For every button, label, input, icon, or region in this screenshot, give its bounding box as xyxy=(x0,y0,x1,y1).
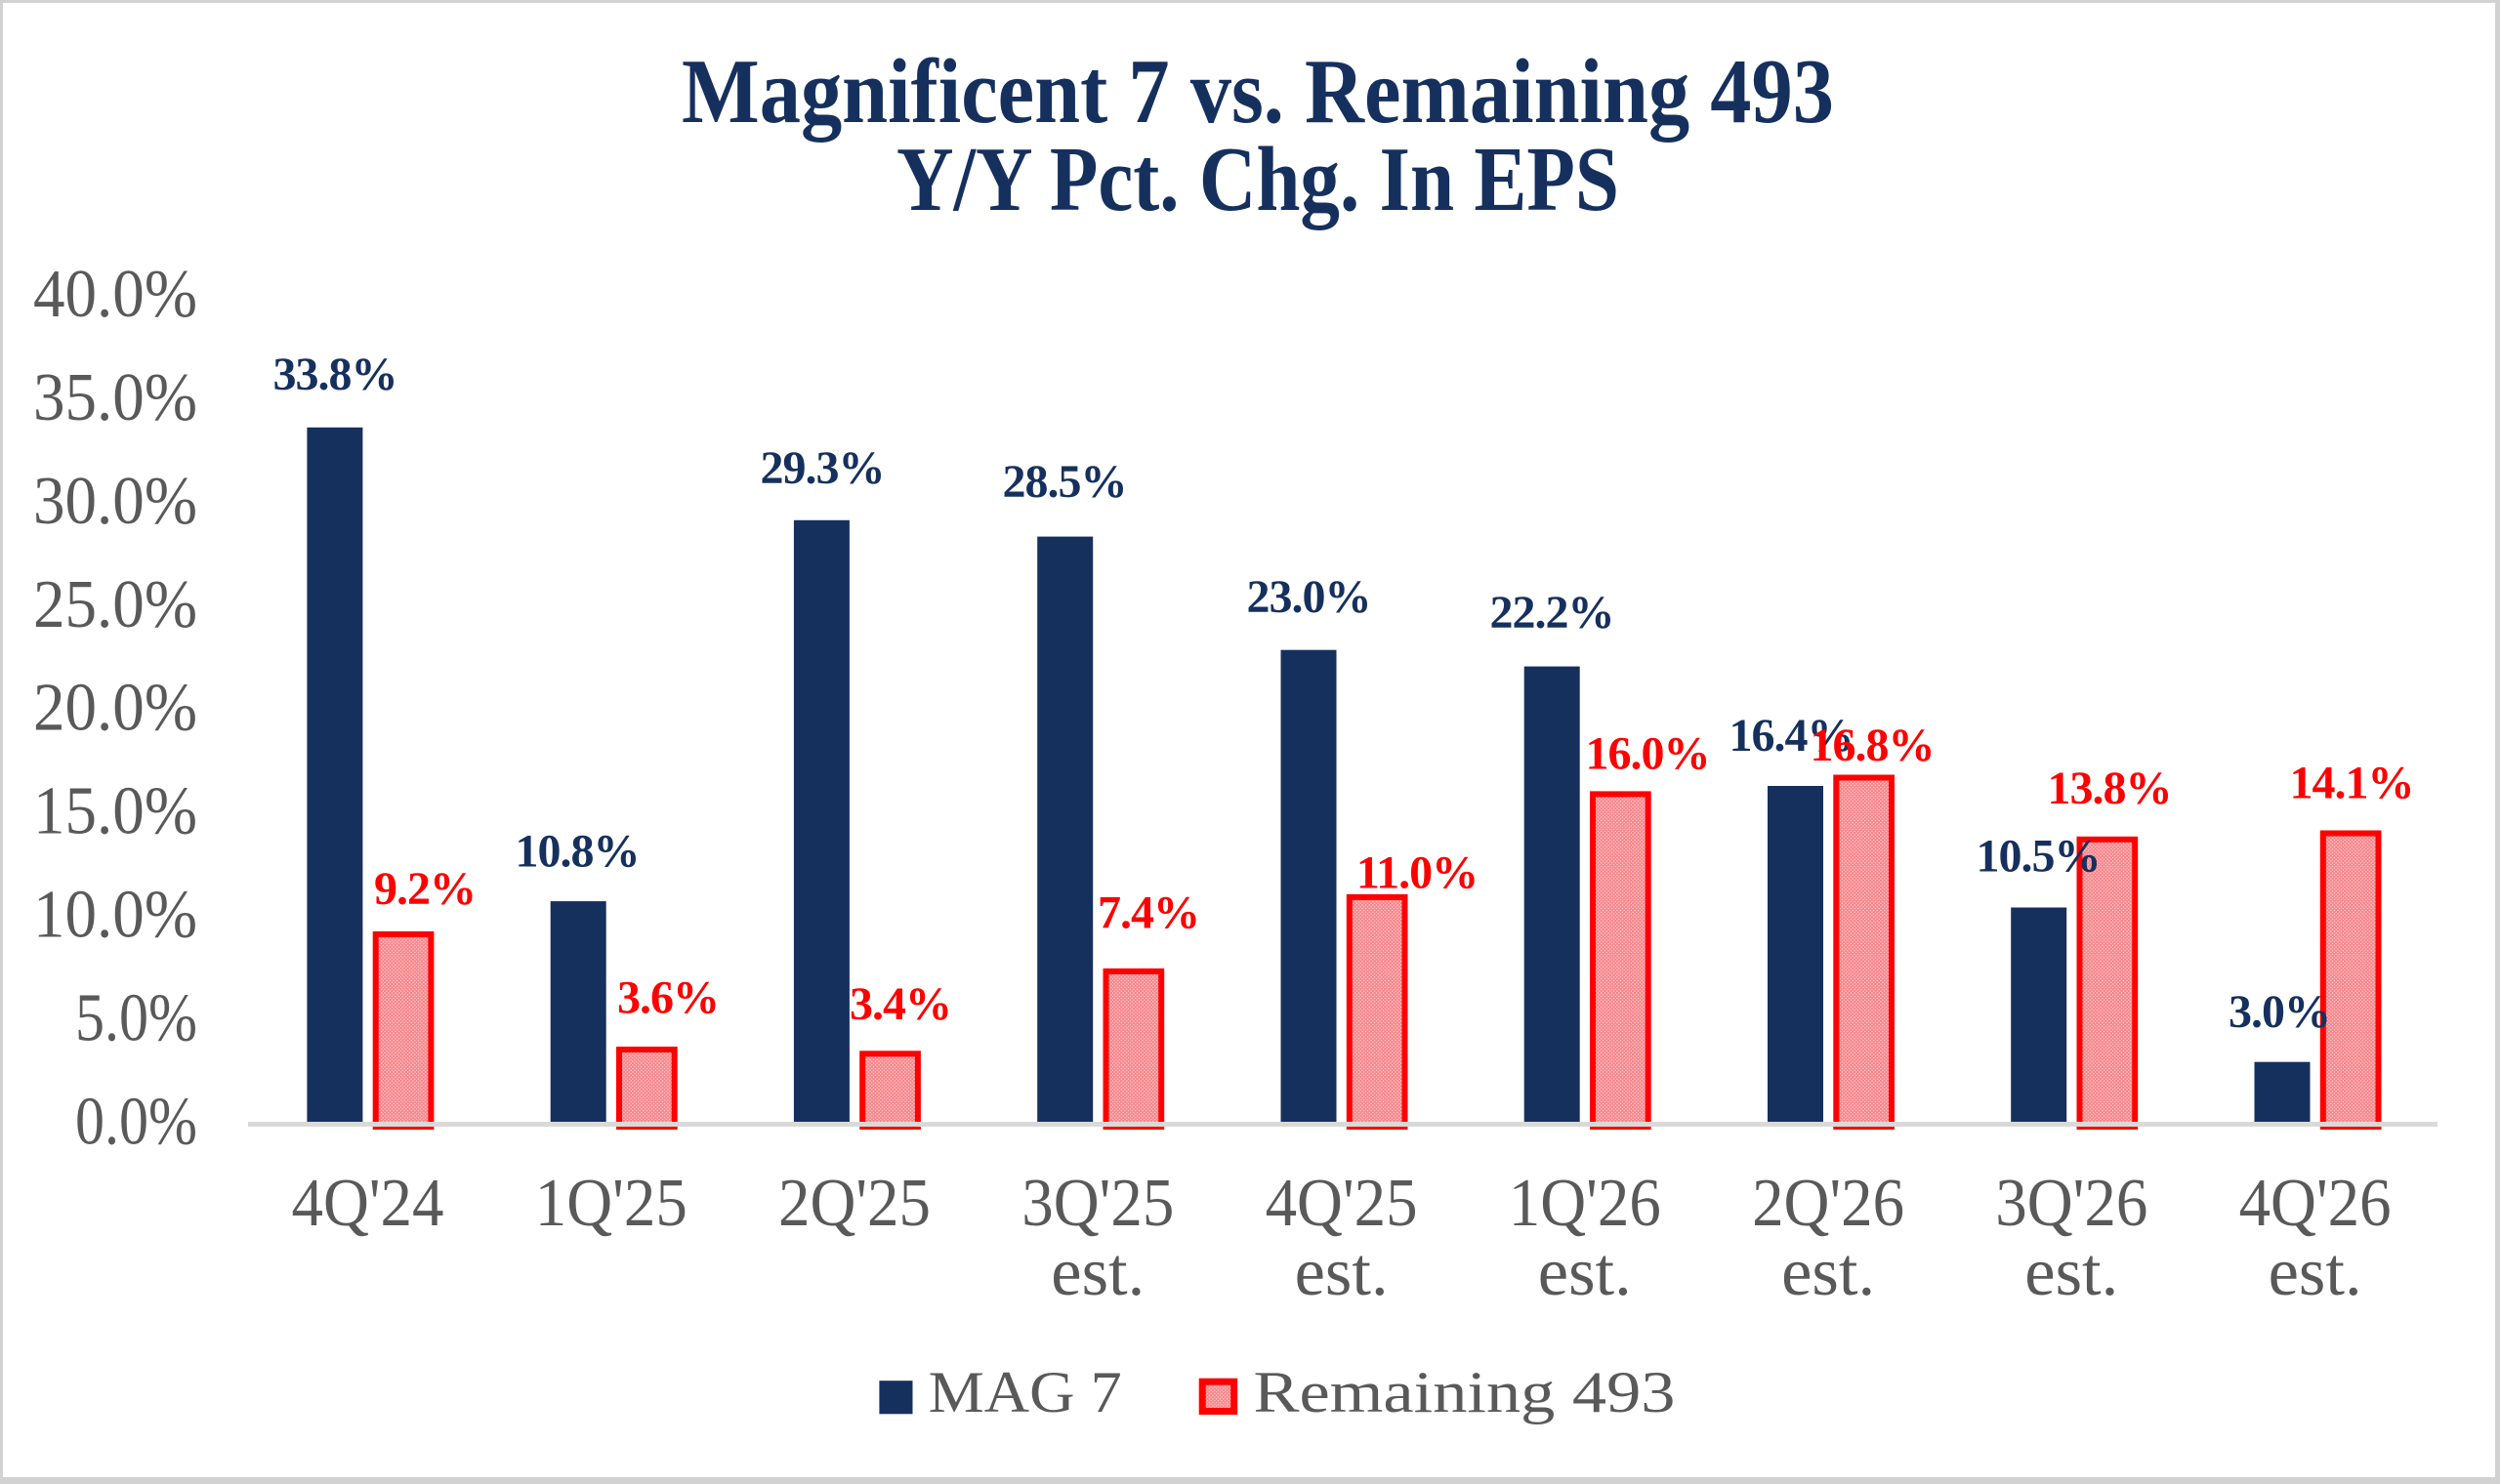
svg-text:22.2%: 22.2% xyxy=(1490,587,1614,639)
svg-text:1Q'26: 1Q'26 xyxy=(1509,1166,1661,1241)
svg-text:40.0%: 40.0% xyxy=(33,257,197,332)
svg-text:9.2%: 9.2% xyxy=(374,863,476,915)
svg-text:2Q'26: 2Q'26 xyxy=(1752,1166,1904,1241)
svg-text:20.0%: 20.0% xyxy=(33,671,197,746)
svg-text:33.8%: 33.8% xyxy=(273,349,397,400)
svg-text:3.0%: 3.0% xyxy=(2229,986,2330,1038)
svg-text:est.: est. xyxy=(1295,1235,1389,1310)
svg-text:4Q'24: 4Q'24 xyxy=(292,1166,444,1241)
svg-text:14.1%: 14.1% xyxy=(2290,758,2414,809)
svg-text:3Q'25: 3Q'25 xyxy=(1021,1166,1174,1241)
svg-text:4Q'26: 4Q'26 xyxy=(2239,1166,2392,1241)
svg-text:4Q'25: 4Q'25 xyxy=(1266,1166,1418,1241)
svg-text:11.0%: 11.0% xyxy=(1356,847,1478,899)
svg-text:30.0%: 30.0% xyxy=(33,464,197,539)
svg-text:est.: est. xyxy=(1051,1235,1145,1310)
svg-text:0.0%: 0.0% xyxy=(75,1085,197,1160)
svg-text:3Q'26: 3Q'26 xyxy=(1995,1166,2147,1241)
svg-text:Remaining 493: Remaining 493 xyxy=(1254,1360,1676,1424)
svg-text:28.5%: 28.5% xyxy=(1003,456,1127,508)
svg-text:Magnificent 7 vs. Remaining 49: Magnificent 7 vs. Remaining 493 xyxy=(682,41,1834,143)
svg-text:13.8%: 13.8% xyxy=(2048,763,2172,814)
svg-text:16.8%: 16.8% xyxy=(1811,720,1935,771)
svg-text:MAG 7: MAG 7 xyxy=(929,1360,1122,1424)
svg-text:est.: est. xyxy=(2024,1235,2118,1310)
svg-text:29.3%: 29.3% xyxy=(761,442,885,494)
svg-text:35.0%: 35.0% xyxy=(33,360,197,435)
svg-text:3.6%: 3.6% xyxy=(617,972,719,1024)
svg-text:5.0%: 5.0% xyxy=(75,981,197,1056)
svg-text:10.5%: 10.5% xyxy=(1977,831,2101,883)
svg-text:3.4%: 3.4% xyxy=(850,978,951,1030)
svg-text:est.: est. xyxy=(2269,1235,2362,1310)
svg-text:10.0%: 10.0% xyxy=(33,878,197,953)
svg-text:7.4%: 7.4% xyxy=(1098,887,1199,939)
svg-text:25.0%: 25.0% xyxy=(33,567,197,642)
svg-text:16.4%: 16.4% xyxy=(1729,710,1854,762)
svg-text:10.8%: 10.8% xyxy=(516,826,640,878)
svg-text:16.0%: 16.0% xyxy=(1586,728,1710,780)
svg-text:15.0%: 15.0% xyxy=(33,774,197,849)
svg-text:1Q'25: 1Q'25 xyxy=(535,1166,688,1241)
svg-text:2Q'25: 2Q'25 xyxy=(778,1166,931,1241)
svg-text:est.: est. xyxy=(1538,1235,1632,1310)
svg-text:est.: est. xyxy=(1781,1235,1875,1310)
svg-text:Y/Y Pct. Chg. In EPS: Y/Y Pct. Chg. In EPS xyxy=(896,129,1619,230)
svg-text:23.0%: 23.0% xyxy=(1247,571,1371,623)
